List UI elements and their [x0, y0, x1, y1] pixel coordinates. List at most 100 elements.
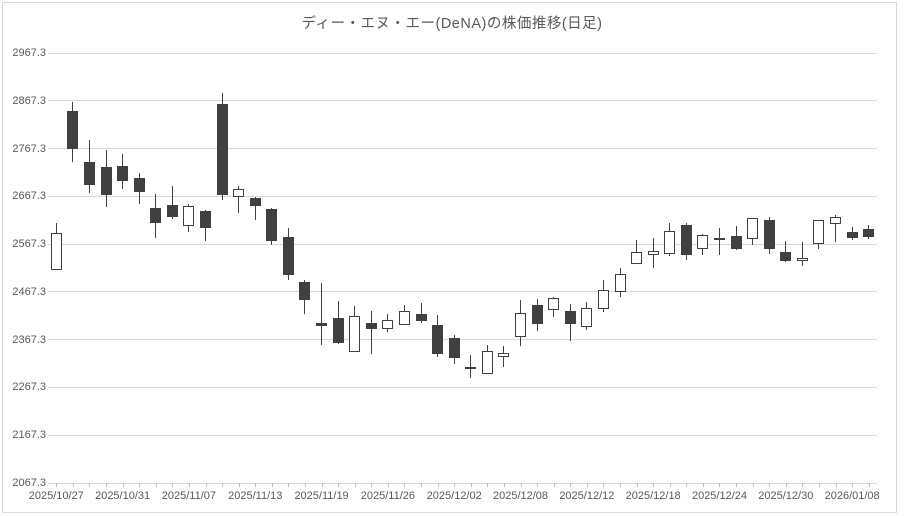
candle-body-down — [316, 323, 328, 326]
x-axis-tick — [355, 483, 356, 487]
candle-wick — [238, 186, 240, 214]
y-axis-label: 2167.3 — [12, 429, 46, 442]
x-axis-tick — [852, 483, 853, 487]
x-axis-tick — [388, 483, 389, 487]
y-axis-label: 2267.3 — [12, 381, 46, 394]
x-axis-tick — [239, 483, 240, 487]
candle-body-down — [780, 252, 792, 262]
x-axis-tick — [719, 483, 720, 487]
y-axis-label: 2567.3 — [12, 238, 46, 251]
x-axis-tick — [653, 483, 654, 487]
candle-body-up — [713, 238, 725, 241]
gridline — [48, 386, 877, 388]
x-axis-tick — [106, 483, 107, 487]
candle-body-up — [183, 206, 195, 227]
candle-body-down — [448, 337, 460, 359]
x-axis-tick — [156, 483, 157, 487]
candle-body-down — [150, 207, 162, 223]
x-axis-tick — [305, 483, 306, 487]
candle-wick — [470, 355, 472, 379]
x-axis-label: 2025/12/18 — [625, 490, 681, 502]
candle-wick — [785, 241, 787, 263]
candle-body-up — [631, 251, 643, 265]
x-axis-tick — [786, 483, 787, 487]
gridline — [48, 100, 877, 102]
candle-body-down — [846, 231, 858, 239]
candle-wick — [835, 215, 837, 242]
candle-body-down — [200, 210, 211, 228]
candle-body-down — [531, 304, 543, 325]
candle-body-up — [233, 189, 245, 197]
x-axis-tick — [554, 483, 555, 487]
candle-body-up — [515, 312, 527, 338]
gridline — [48, 434, 877, 436]
plot-area — [48, 53, 877, 483]
candle-body-down — [249, 198, 261, 207]
x-axis-tick — [537, 483, 538, 487]
candle-body-up — [382, 319, 394, 330]
candle-wick — [321, 282, 323, 346]
candle-body-up — [481, 350, 493, 374]
x-axis-tick — [89, 483, 90, 487]
x-axis-tick — [769, 483, 770, 487]
candle-body-down — [863, 229, 875, 238]
x-axis-label: 2026/01/08 — [824, 490, 880, 502]
candle-body-up — [747, 217, 759, 239]
x-axis-label: 2025/12/30 — [758, 490, 814, 502]
candle-body-down — [365, 322, 377, 330]
x-axis-tick — [438, 483, 439, 487]
x-axis-label: 2025/10/27 — [28, 490, 84, 502]
x-axis-tick — [206, 483, 207, 487]
x-axis-tick — [272, 483, 273, 487]
x-axis-label: 2025/11/13 — [228, 490, 283, 502]
candle-body-down — [166, 205, 178, 217]
candle-body-up — [50, 232, 62, 271]
gridline — [48, 482, 877, 484]
x-axis-tick — [637, 483, 638, 487]
candle-body-down — [117, 166, 129, 181]
x-axis-label: 2025/12/24 — [691, 490, 748, 502]
y-axis-label: 2867.3 — [12, 94, 46, 107]
candle-wick — [801, 242, 803, 266]
y-axis-label: 2767.3 — [12, 142, 46, 155]
candle-body-down — [465, 366, 477, 369]
x-axis-label: 2025/12/12 — [559, 490, 615, 502]
x-axis-tick — [322, 483, 323, 487]
candle-body-down — [266, 209, 278, 241]
x-axis-tick — [670, 483, 671, 487]
x-axis-tick — [222, 483, 223, 487]
x-axis-tick — [504, 483, 505, 487]
x-axis-tick — [802, 483, 803, 487]
candle-body-up — [830, 217, 842, 225]
gridline — [48, 148, 877, 150]
x-axis-tick — [56, 483, 57, 487]
x-axis-label: 2025/12/08 — [492, 490, 549, 502]
x-axis-tick — [255, 483, 256, 487]
candle-body-down — [564, 311, 576, 324]
x-axis-tick — [371, 483, 372, 487]
candle-body-up — [398, 310, 410, 325]
candle-body-up — [664, 230, 676, 254]
x-axis-label: 2025/11/07 — [161, 490, 217, 502]
candle-body-up — [697, 234, 709, 249]
y-axis-label: 2467.3 — [12, 285, 46, 298]
candle-wick — [420, 303, 422, 324]
candle-wick — [254, 196, 256, 220]
x-axis-tick — [172, 483, 173, 487]
gridline — [48, 243, 877, 245]
candle-body-down — [100, 166, 112, 195]
x-axis-tick — [753, 483, 754, 487]
candle-body-up — [597, 289, 609, 310]
candle-body-down — [282, 236, 294, 275]
x-axis-tick — [487, 483, 488, 487]
gridline — [48, 291, 877, 293]
x-axis-tick — [288, 483, 289, 487]
chart-title: ディー・エヌ・エー(DeNA)の株価推移(日足) — [301, 16, 603, 32]
candle-body-down — [763, 219, 775, 250]
x-axis-tick — [471, 483, 472, 487]
x-axis-label: 2025/12/02 — [426, 490, 482, 502]
x-axis-label: 2025/11/19 — [294, 490, 349, 502]
x-axis-tick — [421, 483, 422, 487]
candle-body-down — [332, 317, 344, 344]
x-axis-tick — [404, 483, 405, 487]
